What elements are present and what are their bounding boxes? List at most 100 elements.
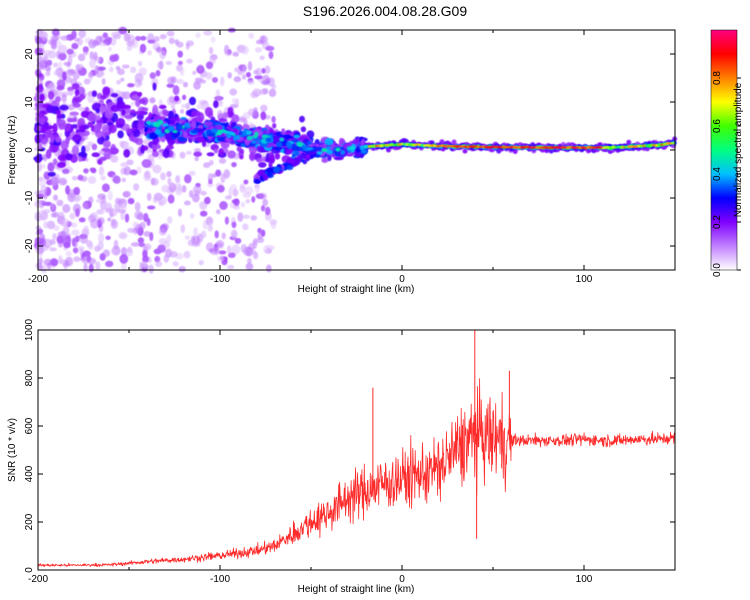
spectrogram-point xyxy=(101,78,106,85)
spectrogram-point xyxy=(161,184,170,193)
spectrogram-point xyxy=(157,244,166,253)
spectrogram-point xyxy=(242,214,250,219)
spectrogram-point xyxy=(185,109,193,116)
spectrogram-point xyxy=(321,157,329,163)
spectrogram-x-tick-label: -200 xyxy=(28,274,48,285)
spectrogram-point xyxy=(251,196,256,203)
spectrogram-point xyxy=(180,116,187,121)
spectrogram-point xyxy=(256,157,263,163)
spectrogram-point xyxy=(225,195,232,200)
spectrogram-point xyxy=(192,185,202,195)
spectrogram-point xyxy=(111,218,117,226)
spectrogram-point xyxy=(236,146,242,152)
spectrogram-point xyxy=(73,186,81,196)
spectrogram-point xyxy=(254,47,263,53)
colorbar-tick-label: 0.6 xyxy=(712,119,723,133)
colorbar-tick-label: 0.8 xyxy=(712,71,723,85)
spectrogram-point xyxy=(335,147,341,152)
spectrogram-point xyxy=(46,104,55,114)
spectrogram-point xyxy=(98,166,105,176)
spectrogram-point xyxy=(229,88,238,96)
spectrogram-point xyxy=(62,204,71,213)
spectrogram-point xyxy=(129,109,136,114)
spectrogram-point xyxy=(110,93,119,98)
spectrogram-point xyxy=(201,140,207,147)
spectrogram-point xyxy=(58,177,68,186)
spectrogram-point xyxy=(83,78,91,85)
colorbar-tick-label: 0.2 xyxy=(712,215,723,229)
spectrogram-point xyxy=(670,142,675,145)
spectrogram-point xyxy=(203,162,211,169)
spectrogram-point xyxy=(66,48,74,55)
spectrogram-points xyxy=(33,26,678,274)
spectrogram-point xyxy=(186,58,193,64)
spectrogram-point xyxy=(98,71,105,77)
spectrogram-y-tick-label: 0 xyxy=(24,147,35,153)
spectrogram-point xyxy=(260,205,266,212)
spectrogram-point xyxy=(95,261,101,271)
spectrogram-point xyxy=(38,177,47,188)
spectrogram-point xyxy=(127,227,136,233)
chart-title: S196.2026.004.08.28.G09 xyxy=(303,3,467,19)
spectrogram-point xyxy=(305,153,311,161)
spectrogram-point xyxy=(174,95,180,102)
spectrogram-point xyxy=(272,135,282,144)
spectrogram-point xyxy=(58,255,63,265)
spectrogram-point xyxy=(193,147,201,153)
spectrogram-x-tick-label: -100 xyxy=(210,274,230,285)
spectrogram-point xyxy=(215,130,223,136)
spectrogram-point xyxy=(266,168,272,173)
spectrogram-point xyxy=(101,183,110,193)
spectrogram-point xyxy=(60,35,70,41)
spectrogram-point xyxy=(65,256,74,267)
spectrogram-point xyxy=(308,151,316,156)
spectrogram-point xyxy=(89,51,95,60)
spectrogram-point xyxy=(242,223,249,231)
spectrogram-point xyxy=(152,104,158,114)
spectrogram-point xyxy=(179,67,185,77)
spectrogram-point xyxy=(120,162,129,168)
spectrogram-point xyxy=(109,152,116,162)
spectrogram-point xyxy=(152,164,162,174)
spectrogram-point xyxy=(224,49,233,57)
spectrogram-point xyxy=(145,120,152,125)
spectrogram-point xyxy=(65,136,70,145)
spectrogram-point xyxy=(87,113,97,122)
spectrogram-point xyxy=(215,124,223,131)
spectrogram-point xyxy=(46,59,53,67)
spectrogram-point xyxy=(227,252,236,259)
spectrogram-point xyxy=(179,108,185,114)
spectrogram-point xyxy=(38,142,43,151)
spectrogram-point xyxy=(130,242,140,247)
spectrogram-point xyxy=(100,202,108,208)
spectrogram-point xyxy=(82,202,89,210)
spectrogram-point xyxy=(55,110,61,115)
spectrogram-point xyxy=(72,71,80,80)
spectrogram-point xyxy=(221,232,226,240)
spectrogram-point xyxy=(176,126,184,130)
spectrogram-point xyxy=(61,168,70,174)
spectrogram-point xyxy=(77,246,85,251)
spectrogram-point xyxy=(101,124,111,133)
spectrogram-point xyxy=(272,122,277,129)
spectrogram-point xyxy=(126,83,135,88)
spectrogram-point xyxy=(227,72,233,79)
spectrogram-point xyxy=(102,86,111,96)
spectrogram-point xyxy=(56,85,65,91)
spectrogram-point xyxy=(141,107,149,112)
spectrogram-point xyxy=(138,242,146,248)
spectrogram-point xyxy=(102,32,108,39)
spectrogram-point xyxy=(124,114,134,119)
spectrogram-point xyxy=(192,121,197,129)
spectrogram-point xyxy=(176,41,184,48)
spectrogram-point xyxy=(47,162,55,172)
spectrogram-point xyxy=(138,60,143,67)
spectrogram-point xyxy=(226,133,232,139)
spectrogram-point xyxy=(355,148,360,153)
spectrogram-point xyxy=(147,205,156,210)
spectrogram-point xyxy=(87,141,94,147)
spectrogram-point xyxy=(137,213,144,221)
spectrogram-point xyxy=(71,83,80,90)
spectrogram-point xyxy=(137,91,143,97)
spectrogram-point xyxy=(50,202,56,211)
